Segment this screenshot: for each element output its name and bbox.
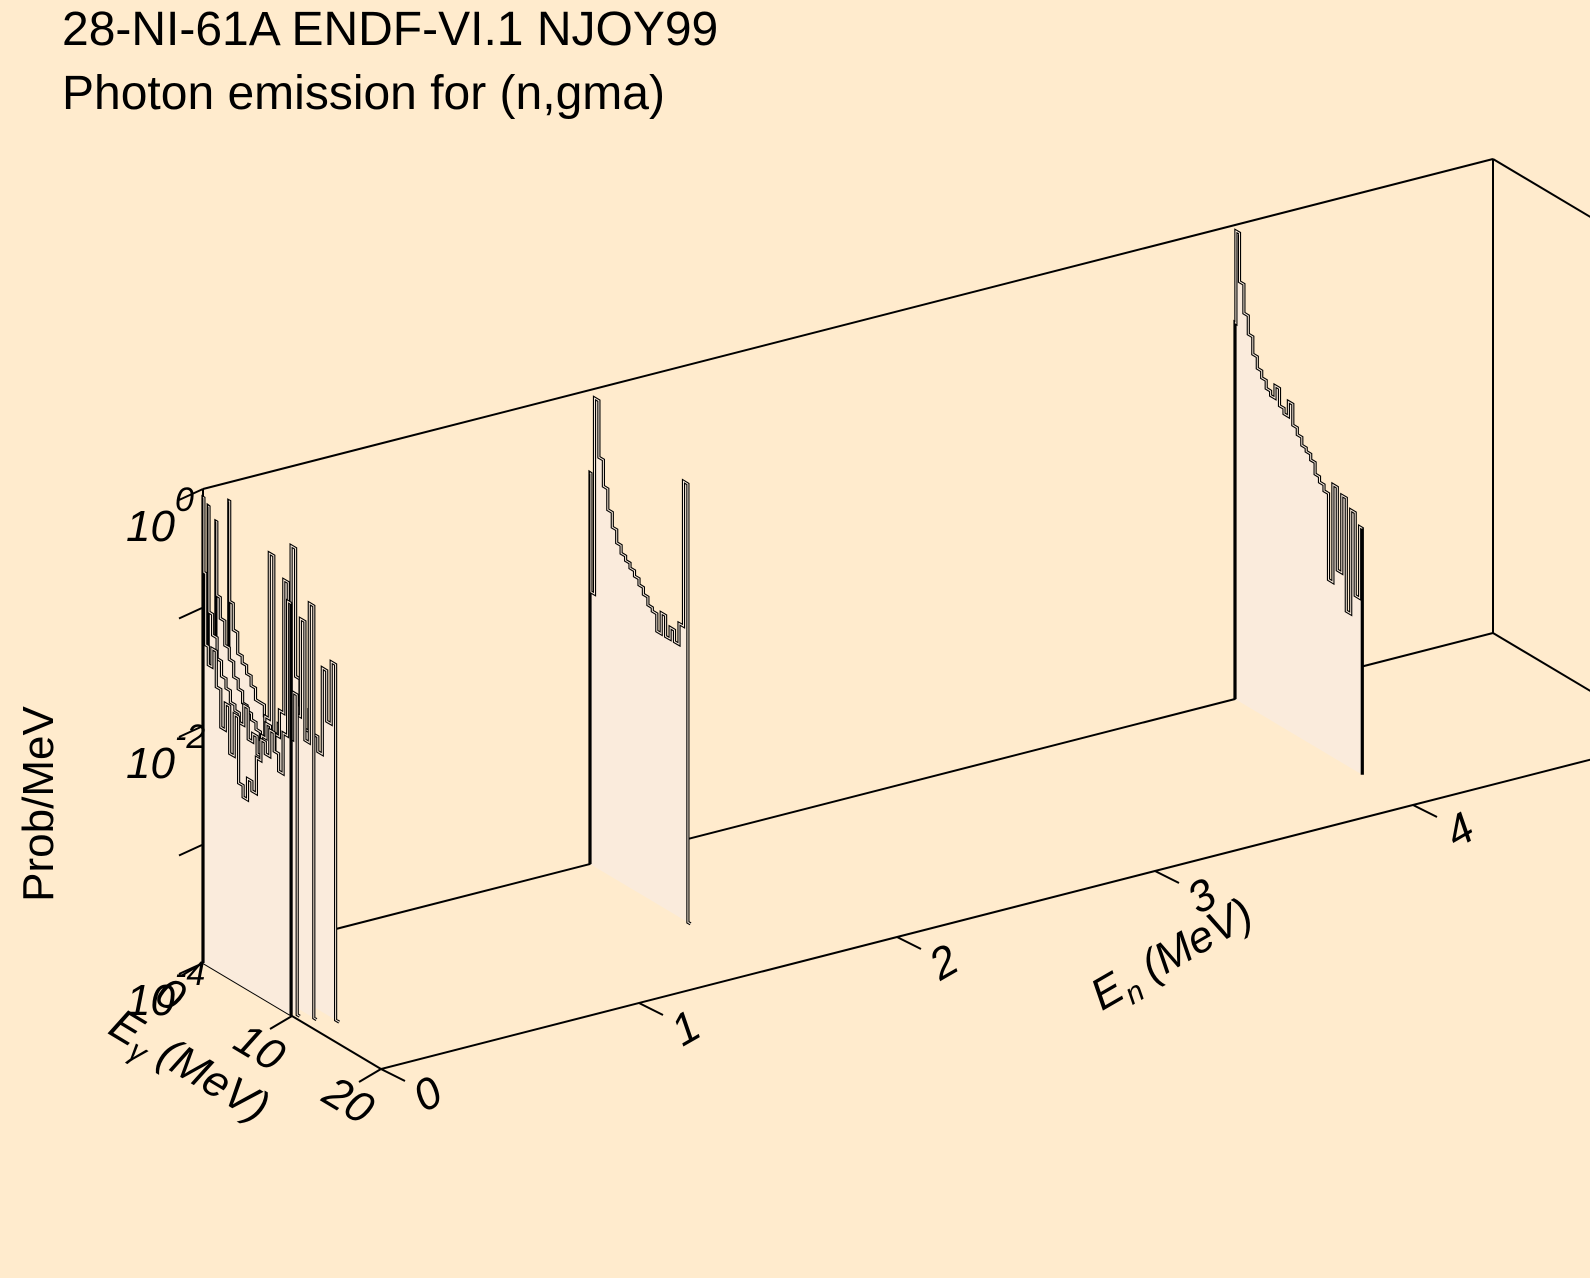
y-tick xyxy=(1154,870,1180,884)
y-axis-label: En (MeV) xyxy=(1082,888,1264,1026)
y-tick-label: 2 xyxy=(920,935,967,990)
slice-highlight xyxy=(202,496,292,801)
y-tick xyxy=(380,1068,406,1082)
slice-highlight xyxy=(589,397,691,925)
x-tick xyxy=(358,1068,382,1083)
spectrum-slice xyxy=(201,494,293,1016)
box-edge xyxy=(380,758,1590,1070)
slice-fill xyxy=(203,497,292,1016)
y-tick xyxy=(896,936,922,950)
plot-box xyxy=(202,158,1590,1070)
slice-fill xyxy=(1235,231,1363,775)
z-tick xyxy=(178,488,204,501)
chart-title: 28-NI-61A ENDF-VI.1 NJOY99 xyxy=(62,3,719,56)
z-tick-exponent: -2 xyxy=(175,718,205,756)
y-tick-label: 1 xyxy=(663,1001,709,1056)
x-tick xyxy=(269,1015,293,1030)
spectrum-slices xyxy=(201,228,1364,1024)
slice-highlight xyxy=(207,505,301,1017)
z-tick xyxy=(178,606,204,620)
spectrum-slice xyxy=(1233,228,1364,775)
x-tick xyxy=(180,962,204,977)
box-edge xyxy=(1492,632,1590,692)
slice-highlight xyxy=(1234,230,1363,615)
z-tick-label: 10 xyxy=(126,502,175,551)
z-tick xyxy=(178,843,204,857)
z-axis-label: Prob/MeV xyxy=(14,706,63,902)
box-edge xyxy=(1492,158,1590,218)
y-tick xyxy=(638,1002,664,1016)
x-tick-label: 20 xyxy=(314,1066,382,1134)
z-tick-exponent: 0 xyxy=(175,481,194,519)
z-tick-label: 10 xyxy=(126,739,175,788)
spectrum-slice xyxy=(588,395,692,926)
z-tick-label: 10 xyxy=(126,976,175,1025)
y-tick xyxy=(1412,804,1438,818)
chart-subtitle: Photon emission for (n,gma) xyxy=(62,67,665,120)
slice-fill xyxy=(590,398,691,924)
z-tick-exponent: -4 xyxy=(175,955,205,993)
y-tick-label: 4 xyxy=(1437,803,1483,858)
box-edge xyxy=(202,158,1494,490)
z-tick xyxy=(178,725,204,738)
y-tick-label: 0 xyxy=(405,1067,451,1122)
